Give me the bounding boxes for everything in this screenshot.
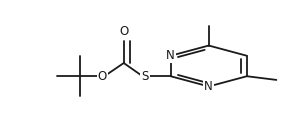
Text: N: N xyxy=(204,80,213,93)
Text: S: S xyxy=(141,70,149,83)
Text: O: O xyxy=(98,70,107,83)
Text: O: O xyxy=(119,25,128,38)
Text: N: N xyxy=(166,49,175,62)
